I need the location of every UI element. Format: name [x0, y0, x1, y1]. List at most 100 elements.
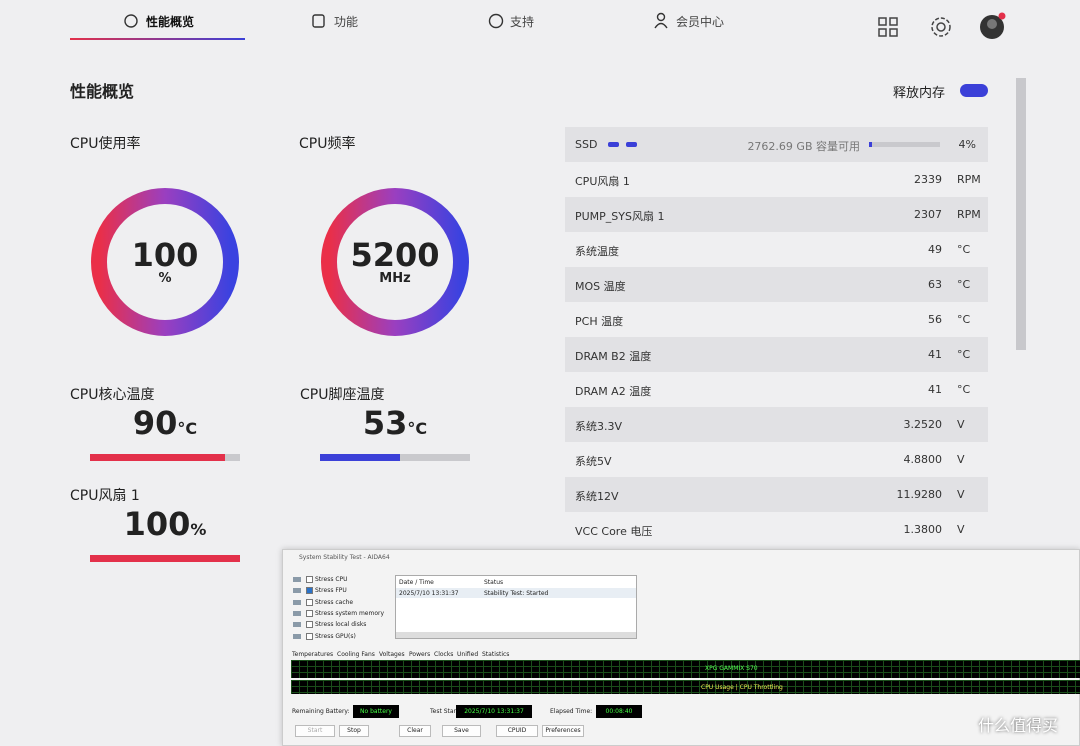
gauge-ring: [321, 188, 469, 336]
check-label: Stress GPU(s): [315, 632, 356, 640]
sensor-row: PUMP_SYS风扇 1 2307 RPM: [565, 197, 988, 232]
watermark: 什么值得买: [978, 716, 1059, 735]
checkbox[interactable]: [306, 609, 313, 617]
gauge-ring: [91, 188, 239, 336]
sensor-unit: RPM: [957, 208, 981, 221]
graph-tab[interactable]: Cooling Fans: [337, 651, 375, 658]
meter-number: 53: [362, 404, 408, 442]
graph-tab[interactable]: Unified: [457, 651, 479, 658]
sensor-label: DRAM B2 温度: [575, 350, 652, 363]
check-icon: [293, 610, 301, 616]
gauge-value: 100: [131, 236, 199, 274]
sensor-label: CPU风扇 1: [575, 175, 630, 188]
sensor-unit: V: [957, 453, 965, 466]
meter-bar: [90, 555, 240, 562]
sensor-row: CPU风扇 1 2339 RPM: [565, 162, 988, 197]
gauge-unit: MHz: [379, 271, 411, 286]
sensor-value: 41: [928, 348, 942, 361]
button[interactable]: Stop: [339, 725, 369, 737]
sensor-label: DRAM A2 温度: [575, 385, 652, 398]
sensor-row: MOS 温度 63 °C: [565, 267, 988, 302]
button[interactable]: Clear: [399, 725, 431, 737]
checkbox[interactable]: [306, 598, 313, 606]
button[interactable]: Start: [295, 725, 335, 737]
sensor-label: 系统3.3V: [575, 420, 623, 433]
toggle[interactable]: [960, 84, 988, 97]
check-label: Stress CPU: [315, 576, 348, 583]
section-title: 性能概览: [70, 82, 135, 101]
checkbox[interactable]: [306, 632, 313, 640]
sensor-unit: RPM: [957, 173, 981, 186]
log-scroll: [396, 632, 636, 638]
graph-label: CPU Usage | CPU Throttling: [701, 684, 783, 691]
graph-tab[interactable]: Powers: [409, 651, 431, 658]
meter-unit: %: [190, 520, 207, 539]
meter-unit: °C: [407, 419, 428, 438]
nav-tab[interactable]: 功能: [334, 15, 359, 29]
sensor-label: SSD: [575, 138, 598, 151]
sensor-unit: V: [957, 488, 965, 501]
check-label: Stress cache: [315, 598, 354, 606]
sensor-row: DRAM A2 温度 41 °C: [565, 372, 988, 407]
sensor-unit: V: [957, 418, 965, 431]
graph-tab[interactable]: Voltages: [379, 651, 405, 658]
sensor-label: PUMP_SYS风扇 1: [575, 210, 665, 223]
sensor-row: 系统温度 49 °C: [565, 232, 988, 267]
sensor-label: 系统5V: [575, 455, 612, 468]
meter-unit: °C: [177, 419, 198, 438]
nav-tab[interactable]: 支持: [510, 15, 535, 29]
sensor-label: 系统温度: [575, 245, 619, 258]
ssd-free: 2762.69 GB 容量可用: [747, 140, 860, 153]
gauge-unit: %: [158, 271, 172, 286]
checkbox[interactable]: [306, 621, 313, 629]
status-label: Elapsed Time:: [550, 708, 593, 715]
nav-tab[interactable]: 会员中心: [676, 15, 725, 29]
meter-label: CPU核心温度: [70, 387, 155, 403]
button[interactable]: CPUID: [496, 725, 538, 737]
sensor-label: PCH 温度: [575, 315, 624, 328]
sensor-row: 系统12V 11.9280 V: [565, 477, 988, 512]
check-icon: [293, 577, 301, 582]
graph: [291, 680, 1080, 694]
log-header: Date / Time: [399, 579, 434, 586]
nav-tab[interactable]: 性能概览: [146, 15, 195, 29]
status-value: 2025/7/10 13:31:37: [456, 705, 532, 718]
sensor-unit: V: [957, 523, 965, 536]
meter-value: 100%: [90, 505, 240, 543]
graph: [291, 660, 1080, 678]
meter-label: CPU脚座温度: [300, 387, 385, 403]
log-table: Date / Time Status 2025/7/10 13:31:37 Stabi…: [395, 575, 637, 639]
sensor-unit: °C: [957, 243, 971, 256]
graph-tab[interactable]: Temperatures: [292, 651, 334, 658]
status-label: Remaining Battery:: [292, 708, 350, 715]
checkbox[interactable]: [306, 587, 313, 595]
sensor-row: 系统3.3V 3.2520 V: [565, 407, 988, 442]
release-memory[interactable]: 释放内存: [893, 86, 946, 101]
sensor-value: 56: [928, 313, 942, 326]
sensor-row: SSD 2762.69 GB 容量可用 4%: [565, 127, 988, 162]
sensor-label: MOS 温度: [575, 280, 626, 293]
button[interactable]: Save: [442, 725, 481, 737]
graph-tab[interactable]: Clocks: [434, 651, 454, 658]
sensor-unit: °C: [957, 348, 971, 361]
sensor-unit: °C: [957, 278, 971, 291]
log-cell: Stability Test: Started: [484, 590, 549, 597]
graph-tab[interactable]: Statistics: [482, 651, 510, 658]
checkbox[interactable]: [306, 576, 313, 583]
check-label: Stress local disks: [315, 621, 367, 629]
scrollbar[interactable]: [1016, 78, 1026, 350]
check-icon: [293, 622, 301, 628]
button[interactable]: Preferences: [542, 725, 584, 737]
meter-value: 90°C: [90, 404, 240, 442]
log-row: [396, 588, 636, 598]
check-label: Stress FPU: [315, 587, 347, 595]
gauge-value: 5200: [350, 236, 440, 274]
sensor-row: DRAM B2 温度 41 °C: [565, 337, 988, 372]
meter-number: 100: [123, 505, 191, 543]
sensor-value: 1.3800: [903, 523, 943, 536]
sensor-value: 2307: [914, 208, 942, 221]
gauge-label: CPU频率: [299, 136, 356, 152]
meter-number: 90: [132, 404, 178, 442]
aida-window: System Stability Test - AIDA64 Stress CPU…: [282, 549, 1080, 746]
